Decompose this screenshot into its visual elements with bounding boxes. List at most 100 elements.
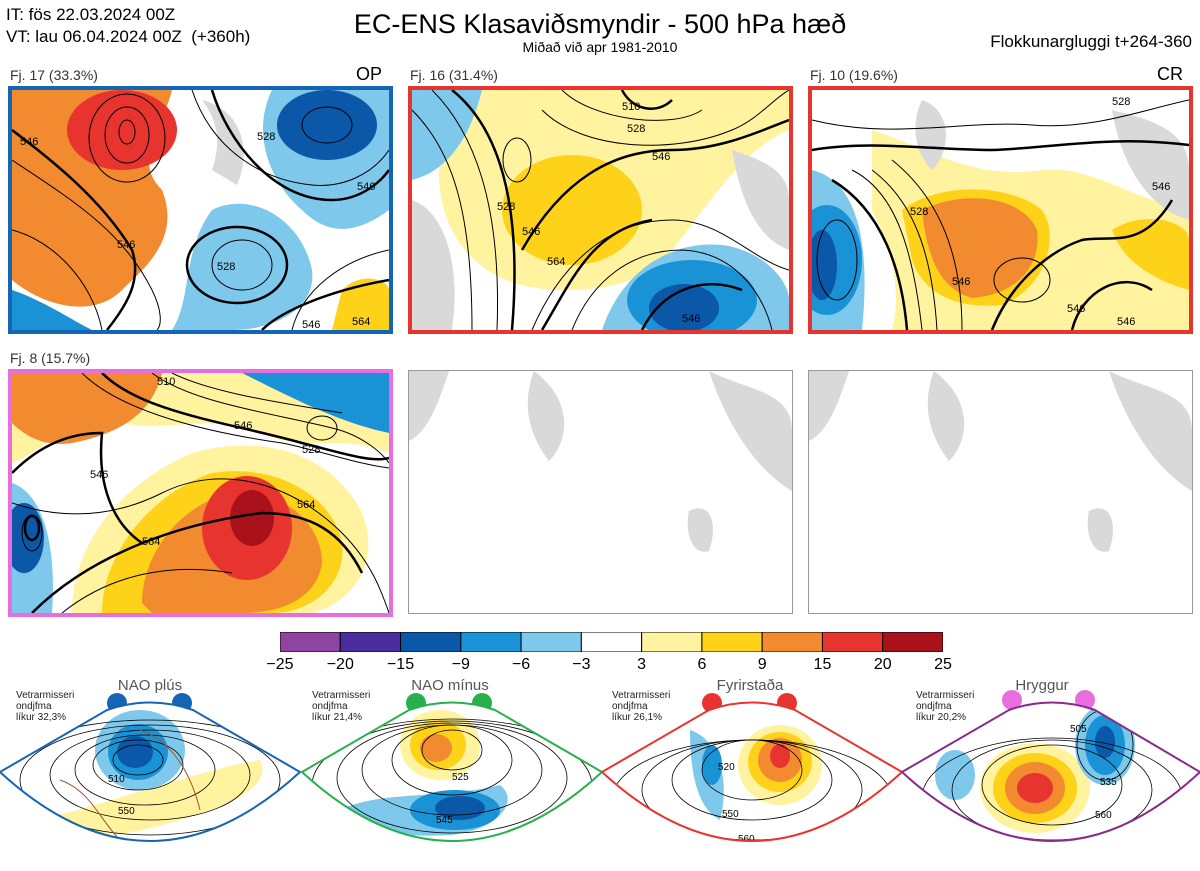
contour-label: 546 [952, 276, 970, 288]
contour-line-bold [990, 199, 1174, 330]
contour-label: 535 [1100, 777, 1117, 788]
colorbar-tick-label: −6 [511, 656, 531, 673]
land-canada [409, 371, 449, 441]
anomaly-strong-positive [420, 734, 452, 762]
contour-label: 546 [357, 181, 375, 193]
contour-label: 546 [302, 319, 320, 330]
contour-line-bold [540, 218, 653, 330]
contour-label: 510 [622, 101, 640, 113]
anomaly-negative-south [1015, 847, 1045, 857]
contour-line [541, 90, 789, 146]
contour-label: 564 [297, 499, 315, 511]
cluster-label-2: Fj. 16 (31.4%) [410, 67, 498, 83]
contour-label: 528 [910, 206, 928, 218]
regime-frame-nao-plus [0, 701, 302, 842]
contour-label: 560 [738, 834, 755, 845]
contour-line-bold [520, 118, 789, 251]
regime-map-ridge: 505 535 560 [902, 702, 1200, 857]
contour-line [431, 90, 499, 330]
contour-label: 528 [217, 261, 235, 273]
contour-line [151, 373, 389, 464]
regime-maps: 510 550 525 545 565 [0, 701, 1200, 861]
contour-line-bold [12, 431, 143, 545]
contour-label: 546 [117, 239, 135, 251]
valid-time: VT: lau 06.04.2024 00Z (+360h) [6, 27, 251, 46]
contour-label: 564 [352, 316, 370, 328]
land-greenland [915, 100, 946, 170]
contour-line [981, 744, 1123, 826]
contour-line [81, 373, 389, 469]
contour-label: 546 [90, 469, 108, 481]
contour-label: 510 [108, 774, 125, 785]
contour-line [361, 724, 543, 816]
contour-label: 546 [652, 151, 670, 163]
land-greenland [927, 371, 965, 461]
regime-frame-blocking [600, 701, 904, 842]
contour-label: 565 [446, 850, 463, 861]
regime-title-ridge: Hryggur [1015, 677, 1069, 694]
cluster-label-4: Fj. 8 (15.7%) [10, 350, 91, 366]
regime-map-nao-minus: 525 545 565 [302, 702, 602, 861]
contour-line [571, 249, 773, 330]
anomaly-negative-west [412, 90, 482, 180]
contour-line [851, 169, 923, 330]
colorbar-tick-label: −20 [326, 656, 354, 673]
anomaly-positive-east [332, 278, 389, 330]
clustering-window: Flokkunargluggi t+264-360 [990, 32, 1192, 51]
contour-line [92, 739, 184, 791]
colorbar-swatch [821, 631, 884, 653]
contour-line-bold [31, 511, 364, 613]
contour-line [502, 137, 532, 183]
contour-line [306, 415, 338, 441]
anomaly-very-strong-positive [1017, 773, 1053, 803]
contour-line [49, 729, 251, 821]
contour-label: 528 [627, 123, 645, 135]
contour-line [74, 734, 216, 806]
land-greenland [527, 371, 565, 461]
anomaly-strong-positive [67, 90, 177, 170]
cluster-label-1: Fj. 17 (33.3%) [10, 67, 98, 83]
anomaly-strong-positive [922, 198, 1038, 298]
anomaly-moderate-negative [702, 745, 722, 785]
contour-line-bold [261, 278, 389, 330]
contour-label: 510 [157, 376, 175, 388]
initial-time: IT: fös 22.03.2024 00Z [6, 5, 176, 24]
contour-line-bold [831, 178, 909, 330]
contour-line [88, 93, 166, 183]
colorbar-tick-label: 9 [757, 656, 767, 673]
land-scandinavia [1112, 110, 1189, 220]
regime-marker-dot [1002, 690, 1022, 710]
anomaly-strong-negative [277, 90, 377, 160]
contour-label: 528 [1112, 96, 1130, 108]
contour-label: 546 [1067, 303, 1085, 315]
contour-label: 546 [682, 313, 700, 325]
contour-line-bold [23, 514, 41, 542]
colorbar-swatch [400, 631, 462, 653]
anomaly-strong-negative [649, 284, 719, 330]
cluster-tag-op: OP [356, 64, 383, 84]
colorbar-tick-labels: −25 −20 −15 −9 −6 −3 3 6 9 15 20 25 [266, 656, 951, 676]
contour-label: 550 [722, 809, 739, 820]
anomaly-negative-west [935, 750, 975, 800]
contour-label: 546 [1117, 316, 1135, 328]
colorbar-swatch [641, 631, 703, 653]
colorbar-tick-label: −25 [266, 656, 294, 673]
contour-label: 528 [257, 131, 275, 143]
contour-line [336, 722, 568, 834]
colorbar-swatch [580, 631, 643, 653]
colorbar-swatch [339, 631, 402, 653]
colorbar-tick-label: −15 [386, 656, 415, 673]
cluster-map-3: 528 528 546 546 546 546 [808, 86, 1193, 334]
contour-line [211, 239, 273, 291]
regime-note-4: Vetrarmisseri ondjfma líkur 20,2% [916, 690, 975, 723]
contour-line [891, 159, 963, 330]
colorbar-tick-label: 20 [873, 656, 892, 673]
contour-label: 546 [522, 226, 540, 238]
contour-line [118, 119, 136, 145]
chart-title: EC-ENS Klasaviðsmyndir - 500 hPa hæð [353, 9, 847, 39]
colorbar-swatch [460, 631, 522, 653]
land-britain [1087, 508, 1113, 552]
cluster-map-1: 546 528 546 528 546 546 564 [8, 86, 393, 334]
land-canada [809, 371, 849, 441]
contour-line [993, 257, 1051, 303]
